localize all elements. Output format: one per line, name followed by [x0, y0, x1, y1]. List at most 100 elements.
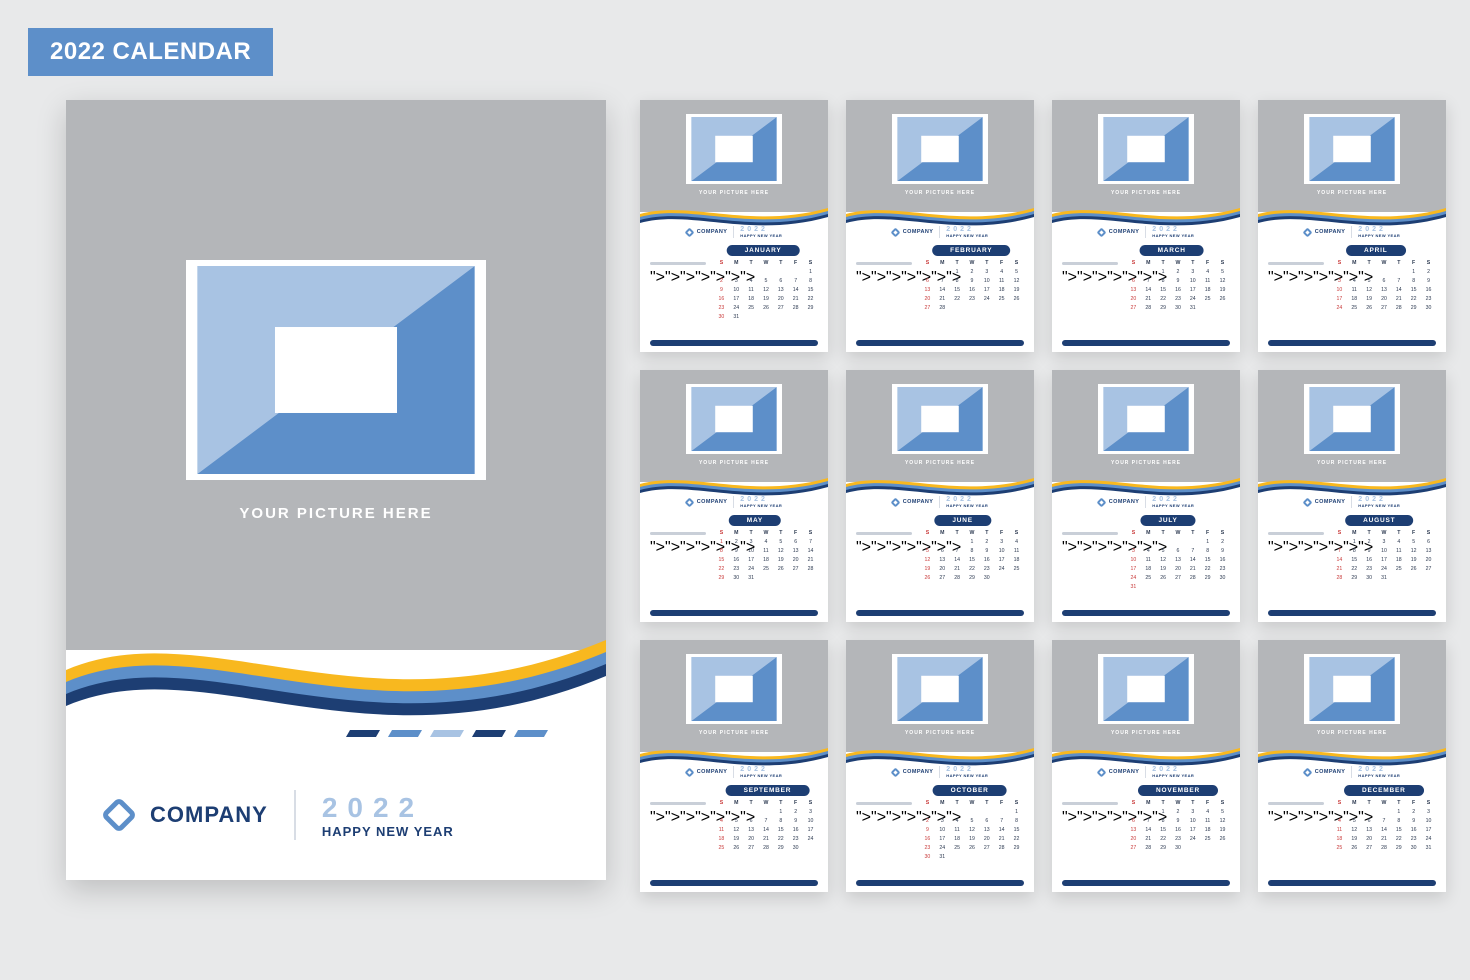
calendar-grid: SMTWTFS123456789101112131415161718192021… [920, 798, 1024, 861]
mini-company-row: COMPANY 2022 HAPPY NEW YEAR [1052, 766, 1240, 778]
month-label: MARCH [1140, 245, 1204, 256]
company-logo-icon [1302, 227, 1312, 237]
month-label: JANUARY [727, 245, 800, 256]
company-logo-icon [101, 797, 138, 834]
year-text: 2022 [1152, 766, 1194, 773]
picture-placeholder-icon [892, 114, 988, 184]
mini-company-row: COMPANY 2022 HAPPY NEW YEAR [1258, 766, 1446, 778]
your-picture-label: YOUR PICTURE HERE [1052, 460, 1240, 466]
mini-picture-area: YOUR PICTURE HERE [1258, 370, 1446, 482]
footer-bar [1062, 880, 1230, 886]
month-label: OCTOBER [933, 785, 1007, 796]
picture-placeholder-icon [1304, 114, 1400, 184]
happy-new-year-text: HAPPY NEW YEAR [322, 824, 454, 839]
picture-placeholder-icon [1098, 654, 1194, 724]
mini-picture-area: YOUR PICTURE HERE [640, 640, 828, 752]
company-name: COMPANY [1109, 229, 1140, 235]
year-text: 2022 [946, 226, 988, 233]
year-text: 2022 [322, 792, 454, 824]
mini-picture-area: YOUR PICTURE HERE [1052, 100, 1240, 212]
mini-company-row: COMPANY 2022 HAPPY NEW YEAR [846, 226, 1034, 238]
month-card: YOUR PICTURE HERE COMPANY 2022 HAPPY NEW… [846, 100, 1034, 352]
picture-placeholder-icon [1098, 114, 1194, 184]
year-text: 2022 [946, 766, 988, 773]
happy-new-year-text: HAPPY NEW YEAR [946, 773, 988, 778]
mini-picture-area: YOUR PICTURE HERE [846, 370, 1034, 482]
vertical-divider [1351, 226, 1352, 238]
calendar-grid: SMTWTFS123456789101112131415161718192021… [714, 258, 818, 321]
calendar-grid: SMTWTFS123456789101112131415161718192021… [920, 258, 1024, 312]
month-card: YOUR PICTURE HERE COMPANY 2022 HAPPY NEW… [1258, 370, 1446, 622]
calendar-grid: SMTWTFS123456789101112131415161718192021… [1332, 798, 1436, 852]
company-logo-icon [1096, 497, 1106, 507]
year-text: 2022 [740, 766, 782, 773]
month-label: JULY [1140, 515, 1195, 526]
vertical-divider [939, 496, 940, 508]
year-text: 2022 [1152, 496, 1194, 503]
company-name: COMPANY [1315, 229, 1346, 235]
month-label: AUGUST [1345, 515, 1413, 526]
month-label: DECEMBER [1344, 785, 1424, 796]
month-card: YOUR PICTURE HERE COMPANY 2022 HAPPY NEW… [640, 100, 828, 352]
footer-bar [650, 610, 818, 616]
month-label: FEBRUARY [932, 245, 1010, 256]
company-name: COMPANY [697, 229, 728, 235]
vertical-divider [733, 496, 734, 508]
mini-company-row: COMPANY 2022 HAPPY NEW YEAR [1052, 496, 1240, 508]
company-name: COMPANY [1109, 499, 1140, 505]
vertical-divider [939, 766, 940, 778]
vertical-divider [733, 226, 734, 238]
mini-picture-area: YOUR PICTURE HERE [846, 100, 1034, 212]
decor-slashes [348, 730, 546, 737]
your-picture-label: YOUR PICTURE HERE [846, 460, 1034, 466]
company-logo-icon [890, 497, 900, 507]
calendar-grid: SMTWTFS123456789101112131415161718192021… [1126, 258, 1230, 312]
your-picture-label: YOUR PICTURE HERE [1052, 730, 1240, 736]
your-picture-label: YOUR PICTURE HERE [846, 730, 1034, 736]
your-picture-label: YOUR PICTURE HERE [640, 190, 828, 196]
month-card: YOUR PICTURE HERE COMPANY 2022 HAPPY NEW… [846, 640, 1034, 892]
your-picture-label: YOUR PICTURE HERE [1052, 190, 1240, 196]
your-picture-label: YOUR PICTURE HERE [640, 730, 828, 736]
happy-new-year-text: HAPPY NEW YEAR [946, 503, 988, 508]
happy-new-year-text: HAPPY NEW YEAR [1358, 233, 1400, 238]
cover-wave [66, 610, 606, 750]
company-logo-icon [1302, 497, 1312, 507]
mini-picture-area: YOUR PICTURE HERE [640, 100, 828, 212]
footer-bar [856, 610, 1024, 616]
your-picture-label: YOUR PICTURE HERE [1258, 460, 1446, 466]
calendar-grid: SMTWTFS123456789101112131415161718192021… [1332, 258, 1436, 312]
picture-placeholder-icon [892, 654, 988, 724]
vertical-divider [1145, 496, 1146, 508]
year-text: 2022 [740, 226, 782, 233]
year-text: 2022 [946, 496, 988, 503]
notes-lines: ">">">">">">"> [1268, 262, 1324, 287]
mini-picture-area: YOUR PICTURE HERE [1258, 100, 1446, 212]
mini-picture-area: YOUR PICTURE HERE [1052, 640, 1240, 752]
notes-lines: ">">">">">">"> [1062, 532, 1118, 557]
happy-new-year-text: HAPPY NEW YEAR [740, 773, 782, 778]
company-logo-icon [1302, 767, 1312, 777]
year-text: 2022 [1358, 766, 1400, 773]
mini-company-row: COMPANY 2022 HAPPY NEW YEAR [640, 496, 828, 508]
notes-lines: ">">">">">">"> [1062, 802, 1118, 827]
mini-company-row: COMPANY 2022 HAPPY NEW YEAR [1258, 496, 1446, 508]
calendar-grid: SMTWTFS123456789101112131415161718192021… [1332, 528, 1436, 582]
mini-picture-area: YOUR PICTURE HERE [640, 370, 828, 482]
company-name: COMPANY [1109, 769, 1140, 775]
your-picture-label: YOUR PICTURE HERE [640, 460, 828, 466]
company-logo-icon [684, 767, 694, 777]
happy-new-year-text: HAPPY NEW YEAR [1358, 773, 1400, 778]
calendar-grid: SMTWTFS123456789101112131415161718192021… [714, 798, 818, 852]
month-label: JUNE [934, 515, 991, 526]
month-card: YOUR PICTURE HERE COMPANY 2022 HAPPY NEW… [846, 370, 1034, 622]
picture-placeholder-icon [686, 384, 782, 454]
year-text: 2022 [1358, 496, 1400, 503]
mini-company-row: COMPANY 2022 HAPPY NEW YEAR [640, 226, 828, 238]
footer-bar [1062, 340, 1230, 346]
mini-company-row: COMPANY 2022 HAPPY NEW YEAR [846, 496, 1034, 508]
footer-bar [856, 880, 1024, 886]
footer-bar [1268, 610, 1436, 616]
month-card: YOUR PICTURE HERE COMPANY 2022 HAPPY NEW… [1258, 100, 1446, 352]
picture-placeholder-icon [686, 114, 782, 184]
